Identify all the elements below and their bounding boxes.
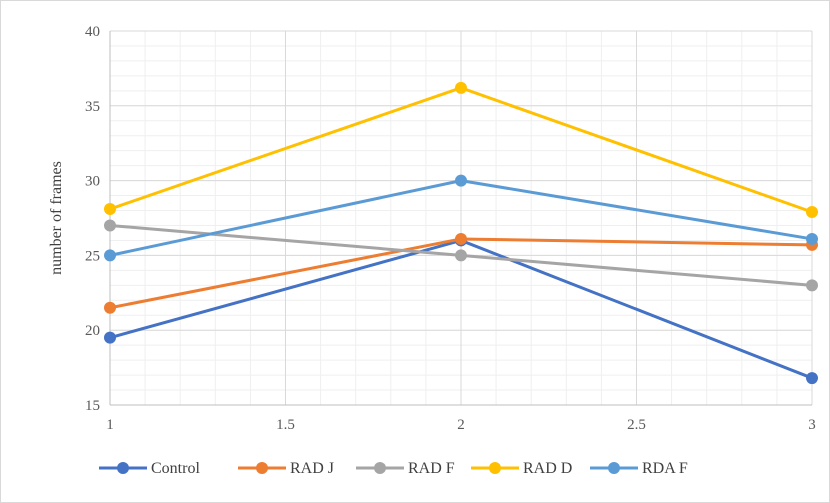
data-point xyxy=(104,331,116,344)
data-point xyxy=(104,249,116,262)
legend-marker xyxy=(489,462,501,474)
x-tick-label: 3 xyxy=(808,417,816,433)
legend-marker xyxy=(117,462,129,474)
legend-label: RAD D xyxy=(523,460,572,477)
data-point xyxy=(806,372,818,385)
legend-marker xyxy=(256,462,268,474)
y-tick-label: 25 xyxy=(85,248,100,264)
data-point xyxy=(806,232,818,245)
legend-item: RDA F xyxy=(590,460,688,477)
series-rda-f xyxy=(104,174,818,262)
legend-label: Control xyxy=(151,460,200,477)
data-point xyxy=(104,219,116,232)
x-axis-ticks: 1 1.5 2 2.5 3 xyxy=(106,417,816,433)
y-tick-label: 20 xyxy=(85,323,100,339)
x-tick-label: 1 xyxy=(106,417,114,433)
data-point xyxy=(455,232,467,245)
x-tick-label: 1.5 xyxy=(276,417,295,433)
data-point xyxy=(806,206,818,219)
y-tick-label: 30 xyxy=(85,174,100,190)
data-point xyxy=(455,174,467,187)
data-point xyxy=(455,249,467,262)
legend-item: RAD F xyxy=(356,460,455,477)
legend-item: RAD D xyxy=(471,460,572,477)
series-rad-d xyxy=(104,81,818,219)
y-axis-title: number of frames xyxy=(48,161,65,275)
data-point xyxy=(104,301,116,314)
y-tick-label: 40 xyxy=(85,24,100,40)
series-layer xyxy=(104,81,818,385)
legend: Control RAD J RAD F RAD D RDA F xyxy=(99,460,688,477)
data-point xyxy=(806,279,818,292)
x-tick-label: 2.5 xyxy=(627,417,646,433)
legend-item: RAD J xyxy=(238,460,334,477)
data-point xyxy=(455,81,467,94)
data-point xyxy=(104,203,116,216)
y-tick-label: 35 xyxy=(85,99,100,115)
y-tick-label: 15 xyxy=(85,398,100,414)
legend-marker xyxy=(374,462,386,474)
series-rad-f xyxy=(104,219,818,292)
x-tick-label: 2 xyxy=(457,417,465,433)
legend-item: Control xyxy=(99,460,200,477)
legend-label: RAD J xyxy=(290,460,334,477)
legend-label: RAD F xyxy=(408,460,455,477)
legend-label: RDA F xyxy=(642,460,688,477)
legend-marker xyxy=(608,462,620,474)
y-axis-ticks: 15 20 25 30 35 40 xyxy=(85,24,100,414)
